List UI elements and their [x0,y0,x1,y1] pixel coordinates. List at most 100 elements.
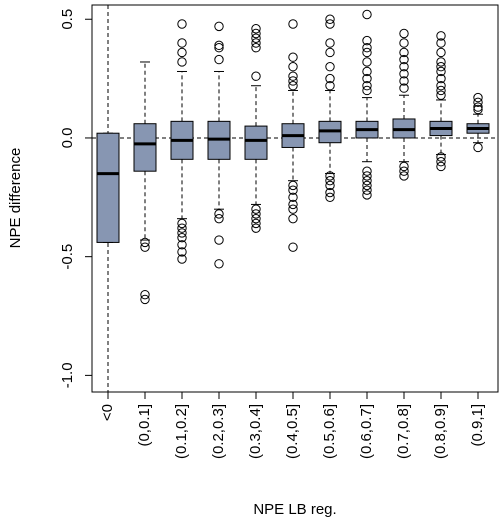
outlier [177,223,187,233]
outlier [177,38,187,48]
outlier [473,97,483,108]
outlier [436,66,446,77]
outlier [214,21,224,32]
outlier [177,218,187,229]
outlier [251,71,261,81]
outlier [436,152,446,162]
outlier [288,76,298,86]
x-tick-label: (0.4,0.5] [284,404,301,459]
x-tick-label: (0.7,0.8] [395,404,412,459]
x-tick-label: <0 [99,404,116,421]
outlier [325,180,335,191]
outlier [362,166,372,176]
outlier [436,57,446,67]
outlier [436,62,446,72]
x-axis-title: NPE LB reg. [253,501,336,518]
outlier [325,192,335,203]
y-axis-title: NPE difference [7,148,24,249]
outlier [288,192,298,203]
outlier [251,223,261,233]
x-tick-label: (0.3,0.4] [247,404,264,459]
outlier [399,47,409,58]
outlier [362,9,372,20]
outlier [362,85,372,96]
outlier [362,180,372,191]
outlier [473,104,483,115]
outlier [399,38,409,48]
x-tick-label: (0.5,0.6] [321,404,338,459]
outlier [288,213,298,224]
outlier [399,54,409,65]
outlier [362,175,372,186]
outlier [399,69,409,79]
outlier [288,52,298,62]
box [96,132,120,243]
outlier [399,62,409,72]
x-tick-label: (0,0.1] [136,404,153,447]
outlier [362,171,372,181]
outlier [362,57,372,67]
box [244,125,268,160]
outlier [325,19,335,29]
outlier [362,190,372,200]
outlier [436,31,446,41]
y-tick-label: 0.5 [59,9,76,30]
outlier [325,171,335,181]
x-tick-label: (0.6,0.7] [358,404,375,459]
outlier [214,259,224,269]
outlier [399,166,409,176]
x-tick-label: (0.9,1] [469,404,486,447]
outlier [325,73,335,84]
outlier [214,43,224,53]
outlier [362,73,372,84]
outlier [362,35,372,46]
outlier [473,102,483,112]
outlier [251,24,261,34]
outlier [325,14,335,24]
outlier [177,247,187,257]
outlier [214,40,224,51]
outlier [251,204,261,214]
outlier [251,218,261,229]
outlier [436,38,446,48]
outlier [436,90,446,100]
outlier [362,66,372,77]
outlier [288,19,298,29]
outlier [140,294,150,305]
outlier [399,171,409,181]
y-tick-label: 0.0 [59,128,76,149]
outlier [436,81,446,91]
outlier [140,242,150,252]
outlier [399,83,409,93]
outlier [325,38,335,48]
outlier [473,142,483,153]
outlier [436,85,446,96]
outlier [436,47,446,58]
outlier [177,19,187,29]
outlier [362,47,372,58]
outlier [140,237,150,248]
outlier [251,33,261,43]
y-tick-label: -0.5 [59,244,76,270]
x-tick-label: (0.8,0.9] [432,404,449,459]
outlier [325,175,335,186]
outlier [214,213,224,224]
outlier [177,228,187,238]
outlier [325,81,335,91]
outlier [325,47,335,58]
outlier [251,209,261,219]
x-tick-label: (0.1,0.2] [173,404,190,459]
outlier [362,185,372,195]
outlier [288,204,298,214]
outlier [399,28,409,39]
outlier [436,161,446,172]
outlier [251,213,261,224]
outlier [288,180,298,191]
outlier [288,185,298,195]
outlier [177,47,187,58]
outlier [399,161,409,172]
outlier [436,73,446,84]
y-tick-label: -1.0 [59,362,76,388]
x-tick-label: (0.2,0.3] [210,404,227,459]
outlier [177,240,187,250]
